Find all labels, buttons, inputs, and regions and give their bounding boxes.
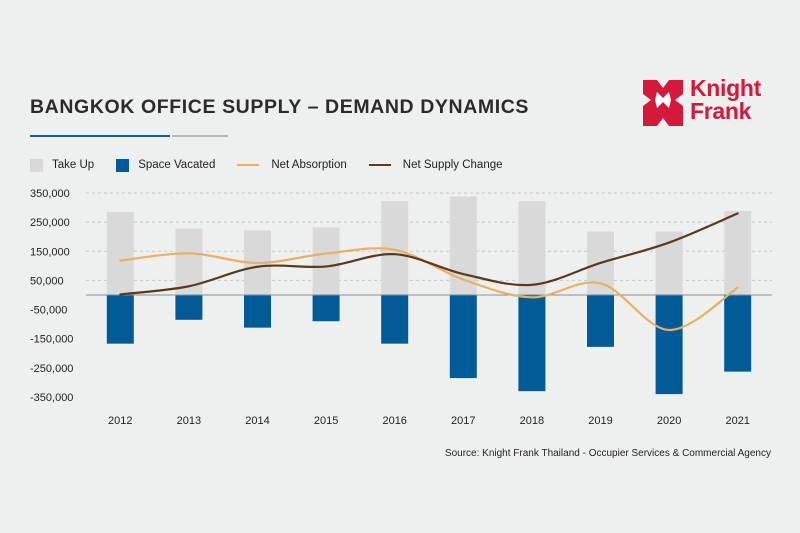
legend-label-net-absorption: Net Absorption bbox=[271, 159, 347, 171]
chart-title: BANGKOK OFFICE SUPPLY – DEMAND DYNAMICS bbox=[30, 96, 530, 118]
x-tick-label: 2015 bbox=[314, 415, 338, 427]
x-tick-label: 2019 bbox=[588, 415, 612, 427]
knight-frank-logo: Knight Frank bbox=[643, 75, 773, 126]
x-tick-label: 2012 bbox=[108, 415, 132, 427]
y-tick-label: -150,000 bbox=[30, 334, 73, 346]
bar-space-vacated bbox=[175, 295, 203, 320]
legend-swatch-net-absorption bbox=[237, 163, 260, 167]
logo-line1: Knight bbox=[690, 75, 762, 101]
x-tick-label: 2014 bbox=[245, 415, 269, 427]
bar-space-vacated bbox=[724, 295, 752, 372]
bar-space-vacated bbox=[106, 295, 134, 344]
bar-take-up bbox=[312, 227, 340, 295]
bar-take-up bbox=[655, 231, 683, 295]
legend-take-up: Take Up bbox=[30, 158, 95, 172]
x-tick-label: 2020 bbox=[657, 415, 681, 427]
line-net-supply-change bbox=[119, 212, 739, 296]
bar-space-vacated bbox=[312, 295, 340, 322]
legend-label-net-supply-change: Net Supply Change bbox=[402, 159, 503, 171]
bar-take-up bbox=[106, 211, 134, 295]
y-tick-label: -250,000 bbox=[30, 363, 73, 375]
legend-space-vacated: Space Vacated bbox=[116, 158, 216, 172]
x-tick-label: 2017 bbox=[451, 415, 475, 427]
bar-space-vacated bbox=[655, 295, 683, 395]
y-tick-label: 50,000 bbox=[30, 275, 64, 287]
bar-space-vacated bbox=[518, 295, 546, 392]
bar-space-vacated bbox=[381, 295, 409, 344]
x-tick-label: 2021 bbox=[725, 415, 749, 427]
legend-net-supply-change: Net Supply Change bbox=[368, 159, 503, 171]
bar-space-vacated bbox=[449, 295, 477, 379]
title-rule-blue bbox=[30, 135, 170, 137]
legend-swatch-net-supply-change bbox=[368, 163, 391, 167]
bar-space-vacated bbox=[244, 295, 271, 328]
legend-net-absorption: Net Absorption bbox=[237, 159, 347, 171]
y-tick-label: 350,000 bbox=[30, 188, 70, 200]
legend: Take Up Space Vacated Net Absorption Net… bbox=[30, 157, 525, 173]
bar-take-up bbox=[518, 201, 546, 295]
y-tick-label: -50,000 bbox=[30, 305, 67, 317]
legend-swatch-take-up bbox=[30, 158, 43, 172]
line-net-absorption bbox=[119, 247, 739, 332]
legend-label-space-vacated: Space Vacated bbox=[138, 159, 216, 171]
title-rule-grey bbox=[172, 135, 228, 137]
logo-mark-icon bbox=[643, 80, 683, 126]
logo-line2: Frank bbox=[690, 98, 752, 124]
y-tick-label: 250,000 bbox=[30, 217, 70, 229]
x-tick-label: 2013 bbox=[177, 415, 201, 427]
bar-space-vacated bbox=[587, 295, 614, 347]
legend-label-take-up: Take Up bbox=[52, 159, 95, 171]
source-note: Source: Knight Frank Thailand - Occupier… bbox=[444, 448, 771, 459]
x-tick-label: 2016 bbox=[382, 415, 406, 427]
legend-swatch-space-vacated bbox=[116, 158, 130, 172]
y-tick-label: 150,000 bbox=[30, 246, 70, 258]
x-tick-label: 2018 bbox=[520, 415, 544, 427]
bar-take-up bbox=[724, 211, 752, 295]
y-tick-label: -350,000 bbox=[30, 392, 73, 404]
